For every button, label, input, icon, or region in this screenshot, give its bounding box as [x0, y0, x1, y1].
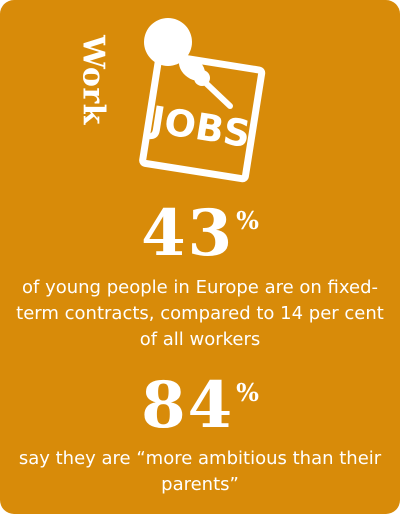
stat-2-number: 84 — [141, 368, 235, 443]
stat-2-value: 84% — [0, 374, 400, 438]
stat-1-number: 43 — [141, 196, 235, 271]
stat-1-percent-sign: % — [236, 206, 259, 235]
jobs-sign-text: JOBS — [145, 98, 254, 157]
pushpin-icon — [144, 18, 233, 109]
stat-1-description: of young people in Europe are on fixed-t… — [16, 277, 384, 350]
stat-2-description: say they are “more ambitious than their … — [18, 448, 382, 495]
section-label: Work — [74, 30, 112, 130]
stat-2-percent-sign: % — [236, 378, 259, 407]
section-label-text: Work — [75, 35, 111, 125]
stat-1-value: 43% — [0, 202, 400, 266]
jobs-sign-with-pushpin-icon: JOBS — [136, 8, 272, 198]
